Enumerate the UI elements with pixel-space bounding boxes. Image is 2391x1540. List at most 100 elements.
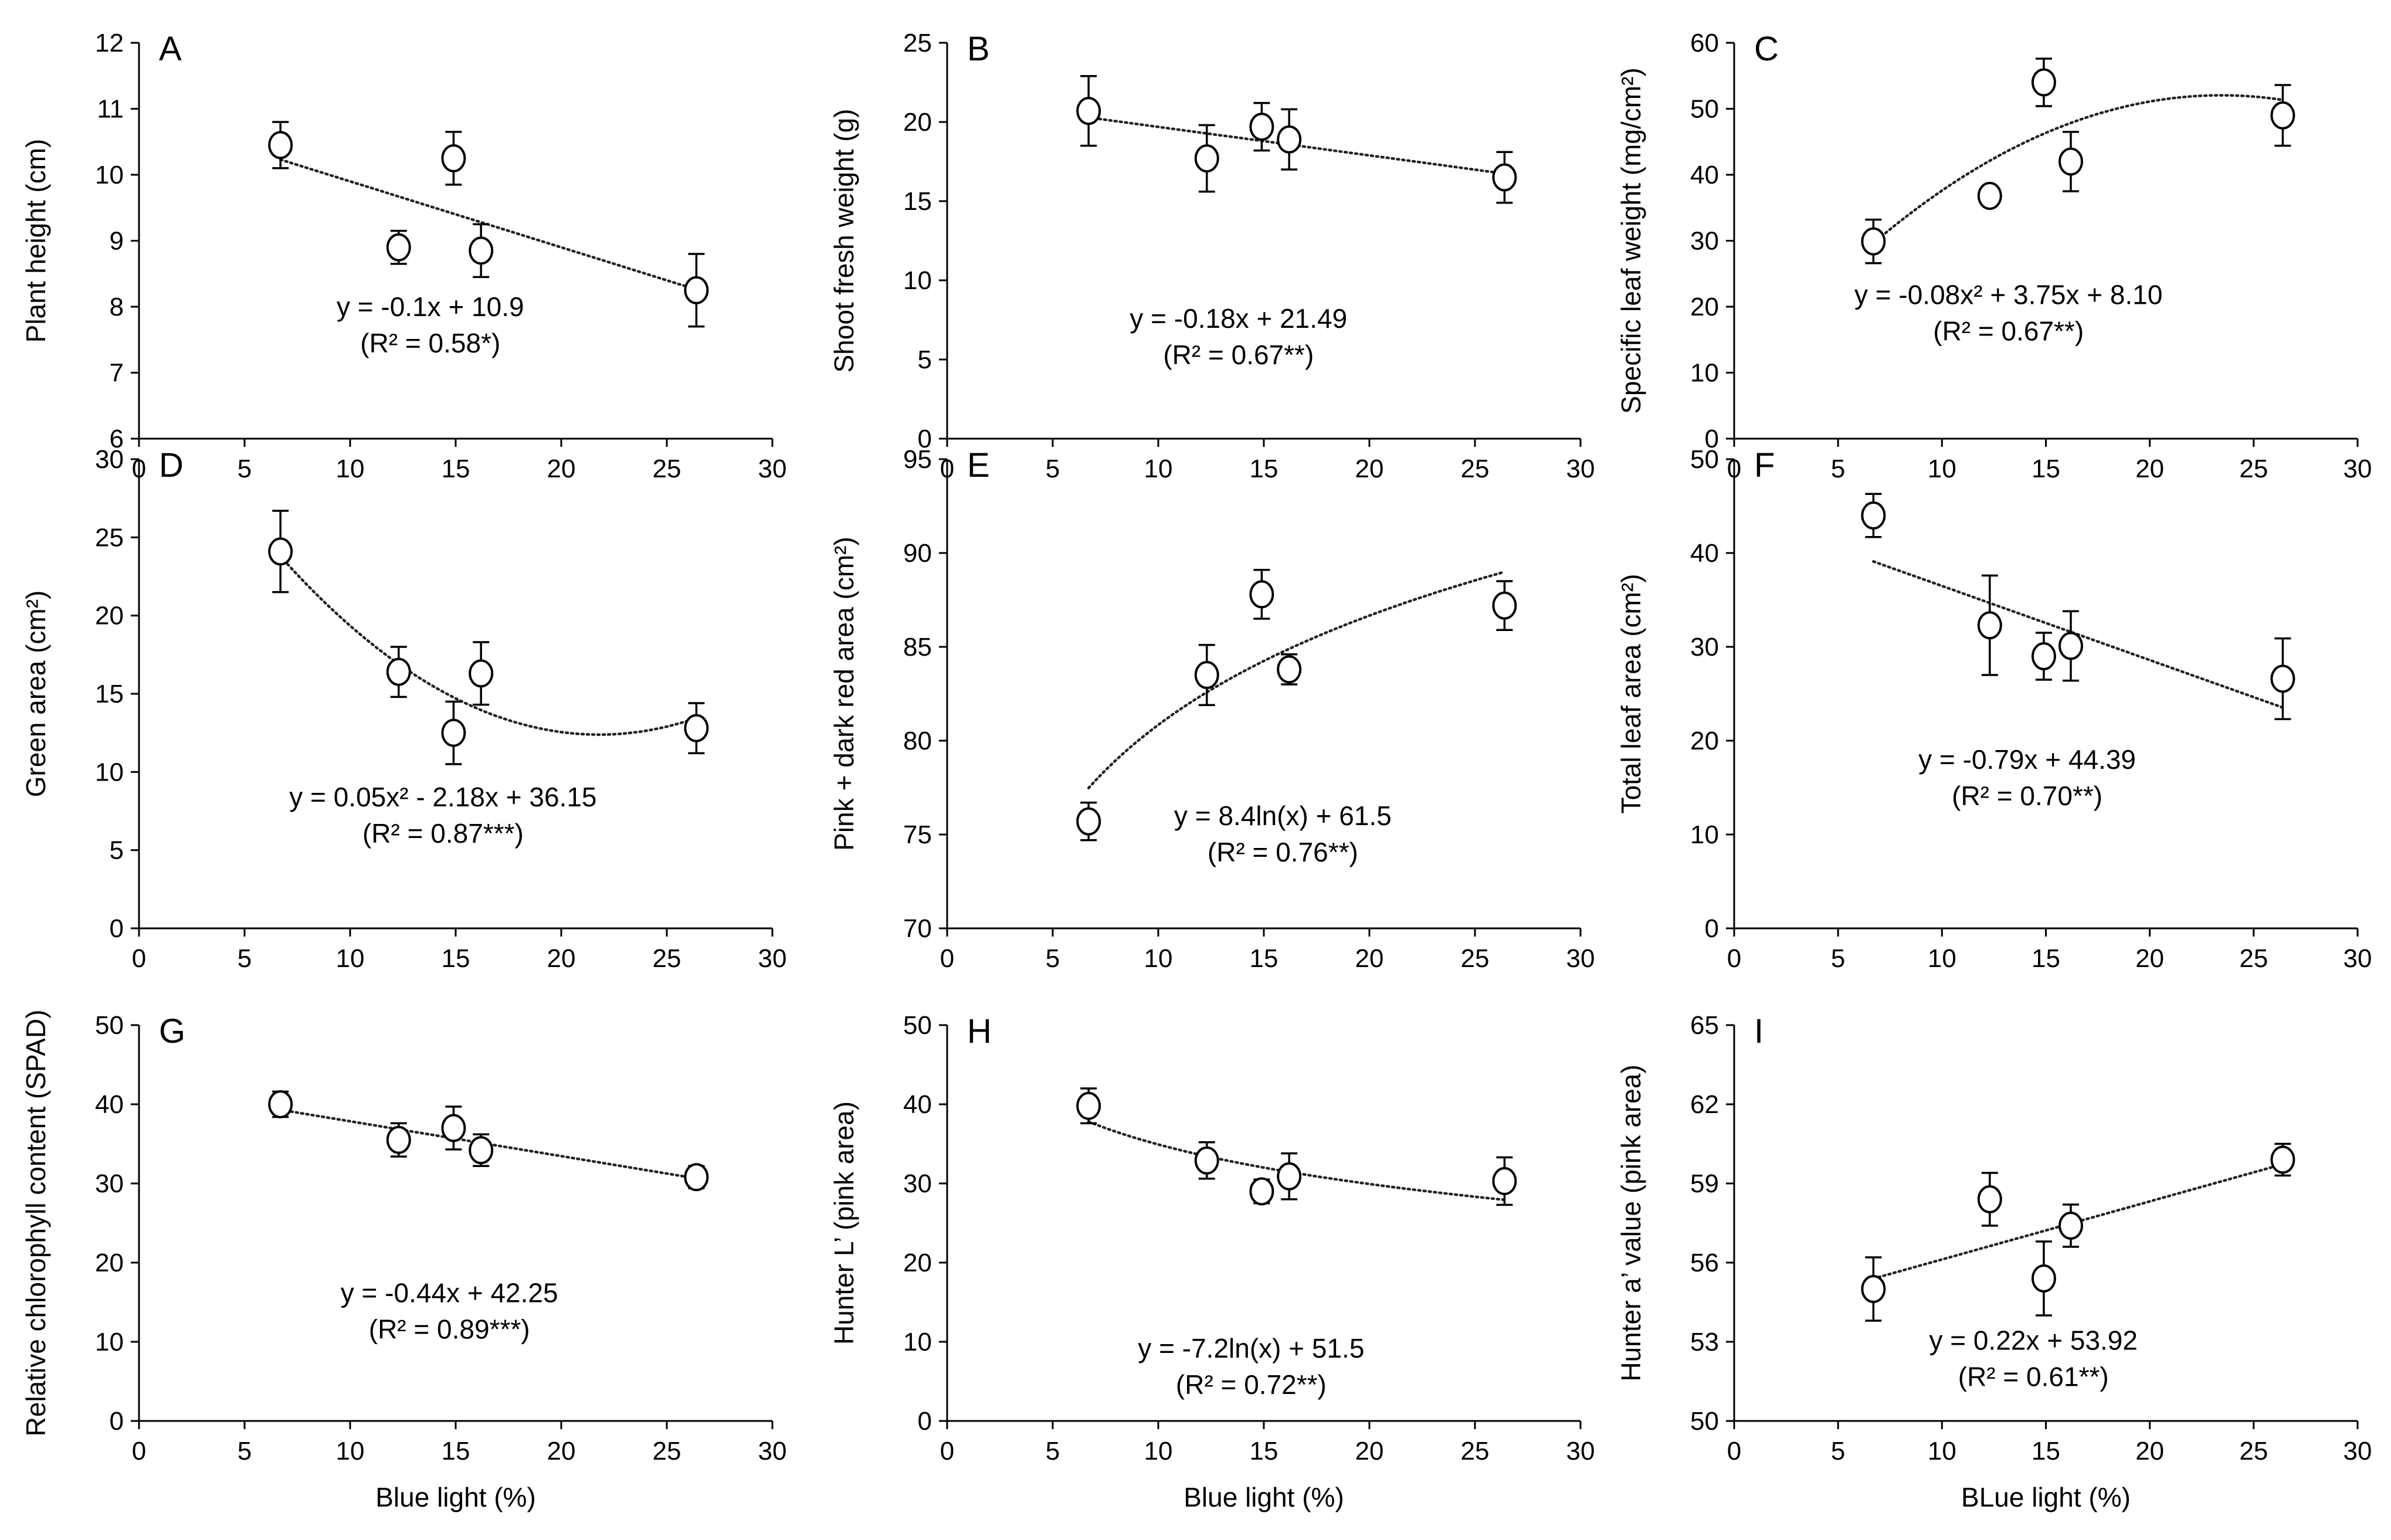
x-tick-label: 10 — [1928, 1437, 1956, 1466]
data-point — [441, 144, 466, 172]
panel-g: 0 10 20 30 40 50 0 5 10 15 20 25 30 G Relative chlorop… — [21, 1010, 786, 1512]
x-tick-label: 25 — [2239, 1437, 2268, 1466]
data-point — [386, 233, 411, 262]
data-point — [2270, 664, 2295, 693]
x-tick-label: 25 — [1461, 454, 1490, 483]
x-tick-label: 5 — [238, 454, 252, 483]
x-tick-label: 30 — [2343, 1437, 2372, 1466]
data-point — [386, 1125, 411, 1154]
x-tick-label: 10 — [1928, 454, 1956, 483]
r-squared-label: (R² = 0.67**) — [1933, 316, 2084, 347]
x-tick-label: 10 — [1144, 1437, 1173, 1466]
trendline — [1872, 560, 2284, 709]
data-point — [2270, 1145, 2295, 1174]
x-tick-label: 0 — [1727, 944, 1741, 973]
r-squared-label: (R² = 0.67**) — [1163, 340, 1314, 370]
y-axis-label: Shoot fresh weight (g) — [829, 108, 859, 372]
x-tick-label: 0 — [1727, 1437, 1741, 1466]
y-tick-label: 0 — [1705, 425, 1719, 453]
y-tick-label: 10 — [903, 266, 932, 295]
data-point — [1194, 1146, 1219, 1175]
data-point — [386, 657, 411, 686]
panel-letter: I — [1754, 1012, 1763, 1050]
x-tick-label: 30 — [758, 944, 787, 973]
trend-equation: y = 0.05x² - 2.18x + 36.15 — [289, 782, 596, 812]
data-point — [2058, 147, 2084, 176]
data-point — [1492, 1166, 1517, 1195]
panel-e: 70 75 80 85 90 95 0 5 10 15 20 25 30 E Pink + dark red… — [829, 445, 1595, 973]
trend-equation: y = -0.08x² + 3.75x + 8.10 — [1854, 280, 2163, 310]
y-tick-label: 75 — [903, 820, 932, 849]
x-tick-label: 30 — [2343, 454, 2372, 483]
y-tick-label: 0 — [110, 1407, 124, 1436]
x-tick-label: 20 — [1355, 454, 1384, 483]
x-tick-label: 30 — [758, 1437, 787, 1466]
x-tick-label: 25 — [653, 454, 681, 483]
y-axis-label: Relative chlorophyll content (SPAD) — [21, 1010, 51, 1437]
y-tick-label: 80 — [903, 727, 932, 755]
y-tick-label: 50 — [1690, 95, 1719, 124]
x-tick-label: 0 — [132, 944, 146, 973]
data-point — [2031, 1264, 2056, 1293]
y-tick-label: 50 — [1690, 1407, 1719, 1436]
x-tick-label: 25 — [653, 944, 681, 973]
trend-equation: y = -0.44x + 42.25 — [341, 1278, 558, 1308]
x-tick-label: 20 — [547, 454, 576, 483]
y-tick-label: 40 — [903, 1090, 932, 1119]
y-tick-label: 12 — [95, 29, 124, 57]
data-point — [1977, 611, 2002, 640]
x-tick-label: 10 — [1144, 454, 1173, 483]
data-point — [1977, 182, 2002, 210]
data-point — [684, 1163, 709, 1192]
data-point — [1249, 580, 1274, 609]
panel-letter: H — [967, 1012, 992, 1050]
trend-equation: y = 0.22x + 53.92 — [1929, 1325, 2138, 1356]
y-tick-label: 56 — [1690, 1249, 1719, 1277]
data-point — [1249, 113, 1274, 141]
panel-letter: E — [967, 446, 990, 484]
x-tick-label: 10 — [336, 944, 365, 973]
y-tick-label: 90 — [903, 539, 932, 568]
trend-equation: y = -0.18x + 21.49 — [1130, 303, 1347, 334]
trend-equation: y = -0.1x + 10.9 — [337, 291, 524, 322]
panel-h: 0 10 20 30 40 50 0 5 10 15 20 25 30 H Hunter L’ (pink … — [829, 1011, 1595, 1512]
data-point — [1277, 655, 1302, 684]
x-axis-label: Blue light (%) — [1183, 1482, 1344, 1512]
data-point — [469, 1136, 494, 1165]
y-tick-label: 10 — [1690, 359, 1719, 388]
x-tick-label: 5 — [1831, 1437, 1845, 1466]
y-tick-label: 20 — [1690, 727, 1719, 755]
y-tick-label: 5 — [918, 345, 932, 374]
x-tick-label: 15 — [2031, 944, 2060, 973]
x-tick-label: 30 — [1566, 944, 1595, 973]
r-squared-label: (R² = 0.89***) — [369, 1314, 530, 1345]
data-point — [1977, 1185, 2002, 1213]
data-point — [1194, 144, 1219, 173]
x-tick-label: 30 — [2343, 944, 2372, 973]
data-point — [1861, 227, 1886, 256]
y-tick-label: 5 — [110, 836, 124, 865]
x-tick-label: 0 — [940, 944, 954, 973]
x-tick-label: 30 — [758, 454, 787, 483]
y-tick-label: 95 — [903, 445, 932, 474]
y-tick-label: 65 — [1690, 1011, 1719, 1040]
x-tick-label: 5 — [238, 1437, 252, 1466]
y-tick-label: 0 — [1705, 914, 1719, 943]
r-squared-label: (R² = 0.61**) — [1958, 1362, 2109, 1392]
x-tick-label: 0 — [132, 1437, 146, 1466]
y-axis-label: Hunter a’ value (pink area) — [1616, 1064, 1646, 1381]
y-tick-label: 30 — [1690, 633, 1719, 662]
r-squared-label: (R² = 0.87***) — [362, 818, 524, 849]
y-tick-label: 25 — [903, 29, 932, 57]
y-tick-label: 10 — [95, 1328, 124, 1356]
data-point — [1249, 1177, 1274, 1206]
x-tick-label: 15 — [442, 454, 470, 483]
y-tick-label: 20 — [903, 108, 932, 137]
x-tick-label: 25 — [2239, 944, 2268, 973]
data-point — [1861, 501, 1886, 530]
x-tick-label: 10 — [1928, 944, 1956, 973]
data-point — [684, 714, 709, 742]
data-point — [1277, 1162, 1302, 1190]
